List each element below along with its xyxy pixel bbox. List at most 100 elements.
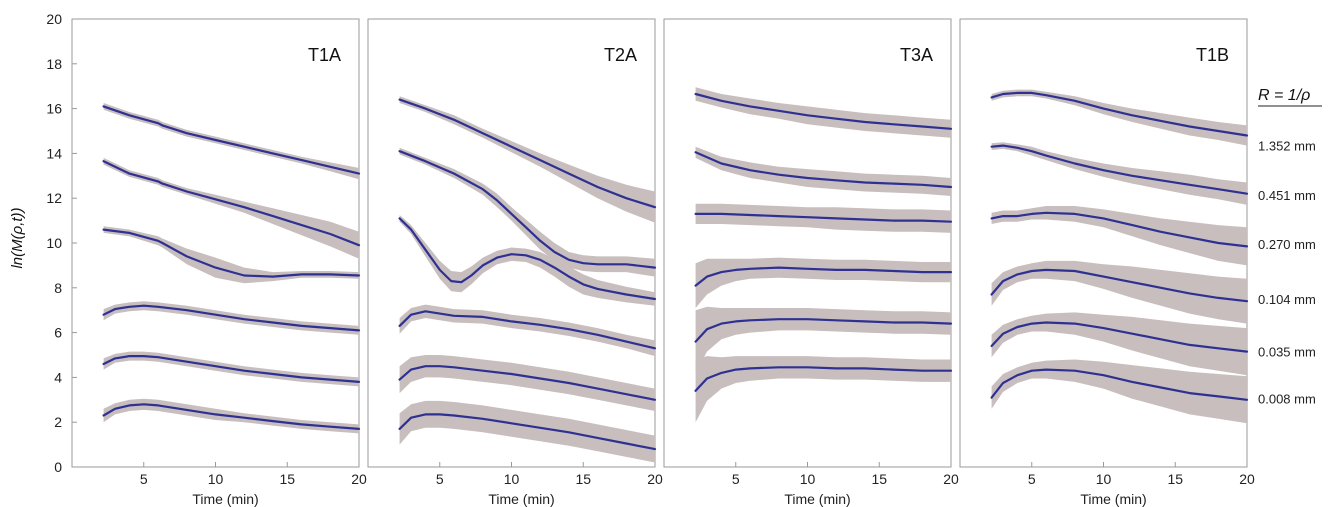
confidence-band [399, 147, 655, 277]
confidence-band [399, 215, 655, 306]
series-0-035-mm [990, 312, 1249, 376]
y-tick-label: 2 [54, 414, 62, 430]
series-0-008-mm [398, 400, 657, 463]
series-1-352-mm [694, 87, 953, 138]
x-axis-label: Time (min) [1080, 491, 1146, 507]
x-tick-label: 10 [1096, 471, 1112, 487]
y-axis-label: ln(M(ρ,t)) [9, 207, 26, 268]
x-tick-label: 15 [871, 471, 887, 487]
y-tick-label: 6 [54, 325, 62, 341]
panel-title: T2A [604, 45, 637, 65]
confidence-band [991, 312, 1247, 376]
series-0-104-mm [102, 301, 361, 335]
y-tick-label: 12 [46, 190, 62, 206]
panel-title: T1B [1196, 45, 1229, 65]
confidence-band [103, 157, 359, 259]
confidence-band [695, 146, 951, 196]
y-axis-ticks: 0 2 4 6 8 10 12 14 16 18 20 [46, 11, 62, 475]
x-axis-label: Time (min) [784, 491, 850, 507]
confidence-band [399, 96, 655, 223]
series-line [694, 151, 953, 189]
x-tick-label: 5 [732, 471, 740, 487]
series-line [398, 150, 657, 269]
y-tick-label: 16 [46, 101, 62, 117]
series-line [102, 228, 361, 278]
series-0-035-mm [398, 355, 657, 411]
series-1-352-mm [398, 96, 657, 223]
series-line [398, 310, 657, 350]
legend-entry: 0.008 mm [1258, 392, 1316, 407]
confidence-band [695, 87, 951, 138]
series-line [694, 366, 953, 392]
y-tick-label: 0 [54, 459, 62, 475]
series-line [102, 355, 361, 383]
series-line [102, 105, 361, 175]
series-0-451-mm [398, 147, 657, 277]
confidence-band [991, 206, 1247, 266]
x-tick-label: 10 [504, 471, 520, 487]
panel-title: T3A [900, 45, 933, 65]
x-tick-label: 15 [279, 471, 295, 487]
series-line [694, 266, 953, 287]
series-line [990, 368, 1249, 401]
series-0-451-mm [694, 146, 953, 196]
x-tick-label: 15 [575, 471, 591, 487]
series-line [398, 98, 657, 209]
series-0-008-mm [102, 398, 361, 434]
x-tick-label: 5 [140, 471, 148, 487]
series-0-035-mm [102, 351, 361, 387]
series-line [398, 365, 657, 401]
series-line [990, 211, 1249, 248]
x-tick-label: 5 [1028, 471, 1036, 487]
series-line [990, 144, 1249, 195]
series-line [102, 403, 361, 430]
x-tick-label: 5 [436, 471, 444, 487]
series-0-008-mm [694, 356, 953, 423]
x-tick-label: 10 [208, 471, 224, 487]
legend-entry: 0.270 mm [1258, 237, 1316, 252]
y-tick-label: 4 [54, 369, 62, 385]
legend-entry: 0.451 mm [1258, 188, 1316, 203]
series-0-104-mm [990, 260, 1249, 324]
series-line [694, 92, 953, 130]
legend-title: R = 1/ρ [1258, 87, 1310, 104]
confidence-band [399, 400, 655, 463]
series-0-270-mm [102, 226, 361, 284]
confidence-band [399, 304, 655, 357]
y-tick-label: 20 [46, 11, 62, 27]
series-0-270-mm [398, 215, 657, 306]
series-line [398, 217, 657, 301]
series-line [102, 160, 361, 247]
x-axis-label: Time (min) [488, 491, 554, 507]
panel-frame [71, 18, 360, 468]
x-tick-label: 20 [943, 471, 959, 487]
confidence-band [991, 260, 1247, 324]
legend-entry: 0.104 mm [1258, 292, 1316, 307]
series-0-104-mm [694, 257, 953, 308]
y-tick-label: 14 [46, 145, 62, 161]
series-0-035-mm [694, 306, 953, 373]
series-line [102, 304, 361, 332]
series-1-352-mm [102, 103, 361, 180]
y-tick-label: 10 [46, 235, 62, 251]
confidence-band [103, 103, 359, 180]
panel-t3a: 5 10 15 20 Time (min) T3A [663, 18, 959, 507]
confidence-band [695, 257, 951, 308]
panel-t2a: 5 10 15 20 Time (min) T2A [367, 18, 663, 507]
series-0-451-mm [102, 157, 361, 259]
chart-panels: 5 10 15 20 Time (min) T1A 5 10 15 20 Time (min) T2A… [71, 18, 1255, 507]
panel-t1a: 5 10 15 20 Time (min) T1A [71, 18, 367, 507]
panel-t1b: 5 10 15 20 Time (min) T1B [959, 18, 1255, 507]
series-line [398, 413, 657, 451]
confidence-band [991, 359, 1247, 424]
legend-entry: 1.352 mm [1258, 139, 1316, 154]
series-line [990, 321, 1249, 353]
x-tick-label: 20 [647, 471, 663, 487]
y-tick-label: 8 [54, 280, 62, 296]
x-tick-label: 20 [1239, 471, 1255, 487]
series-0-451-mm [990, 142, 1249, 205]
series-0-104-mm [398, 304, 657, 357]
series-0-270-mm [694, 203, 953, 233]
confidence-band [991, 89, 1247, 146]
